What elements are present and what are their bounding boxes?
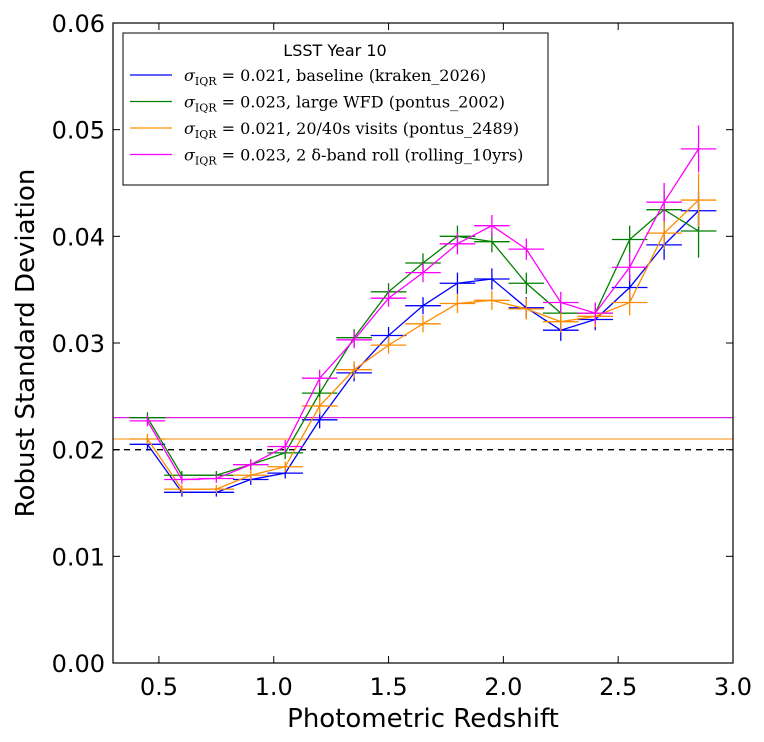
y-tick-label: 0.00 bbox=[52, 650, 105, 678]
legend-label-2: σIQR = 0.021, 20/40s visits (pontus_2489… bbox=[184, 119, 519, 141]
legend-label-0: σIQR = 0.021, baseline (kraken_2026) bbox=[184, 66, 486, 88]
legend-entry-0: σIQR = 0.021, baseline (kraken_2026) bbox=[130, 66, 486, 88]
legend-box bbox=[122, 32, 549, 186]
y-tick-label: 0.04 bbox=[52, 223, 105, 251]
legend-label-1: σIQR = 0.023, large WFD (pontus_2002) bbox=[184, 93, 505, 115]
x-tick-label: 2.0 bbox=[484, 673, 522, 701]
legend-entry-2: σIQR = 0.021, 20/40s visits (pontus_2489… bbox=[130, 119, 519, 141]
y-tick-label: 0.05 bbox=[52, 117, 105, 145]
series-3 bbox=[129, 125, 717, 484]
legend-title: LSST Year 10 bbox=[283, 41, 386, 60]
x-tick-label: 3.0 bbox=[714, 673, 752, 701]
legend-label-3: σIQR = 0.023, 2 δ-band roll (rolling_10y… bbox=[184, 146, 523, 168]
legend-entry-1: σIQR = 0.023, large WFD (pontus_2002) bbox=[130, 93, 505, 115]
x-tick-label: 1.0 bbox=[255, 673, 293, 701]
y-tick-label: 0.01 bbox=[52, 543, 105, 571]
tick-labels-layer: 0.5 1.0 1.5 2.0 2.5 3.0 0.00 0.01 0.02 0.03 0.04 0.… bbox=[52, 10, 753, 701]
data-layer bbox=[113, 125, 733, 497]
legend-entry-3: σIQR = 0.023, 2 δ-band roll (rolling_10y… bbox=[130, 146, 523, 168]
x-tick-label: 1.5 bbox=[369, 673, 407, 701]
ticks-layer bbox=[113, 22, 734, 664]
y-axis-label: Robust Standard Deviation bbox=[11, 169, 41, 518]
x-tick-label: 2.5 bbox=[599, 673, 637, 701]
legend-entries: σIQR = 0.021, baseline (kraken_2026) σIQR… bbox=[130, 66, 523, 168]
x-axis-label: Photometric Redshift bbox=[287, 704, 559, 734]
y-tick-label: 0.03 bbox=[52, 330, 105, 358]
y-tick-label: 0.06 bbox=[52, 10, 105, 38]
x-tick-label: 0.5 bbox=[140, 673, 178, 701]
y-tick-label: 0.02 bbox=[52, 437, 105, 465]
series-2 bbox=[129, 173, 717, 494]
legend: LSST Year 10 σIQR = 0.021, baseline (kra… bbox=[122, 32, 549, 186]
